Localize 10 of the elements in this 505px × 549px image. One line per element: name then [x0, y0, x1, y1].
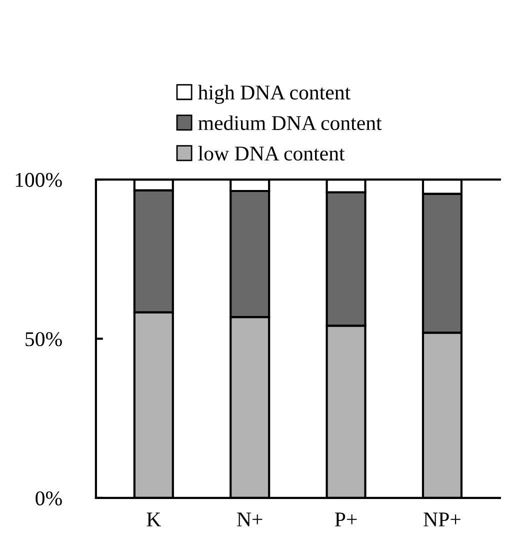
y-tick-label: 0% — [36, 491, 62, 506]
x-tick-label: K — [146, 512, 161, 526]
legend-label: medium DNA content — [198, 115, 382, 130]
y-tick-label: 50% — [26, 332, 62, 346]
legend-label: low DNA content — [198, 146, 345, 161]
x-tick-label: NP+ — [424, 512, 460, 526]
legend-label: high DNA content — [198, 84, 350, 104]
y-tick-label: 100% — [16, 172, 62, 188]
x-tick-label: N+ — [237, 512, 262, 526]
x-tick-label: P+ — [334, 512, 357, 526]
